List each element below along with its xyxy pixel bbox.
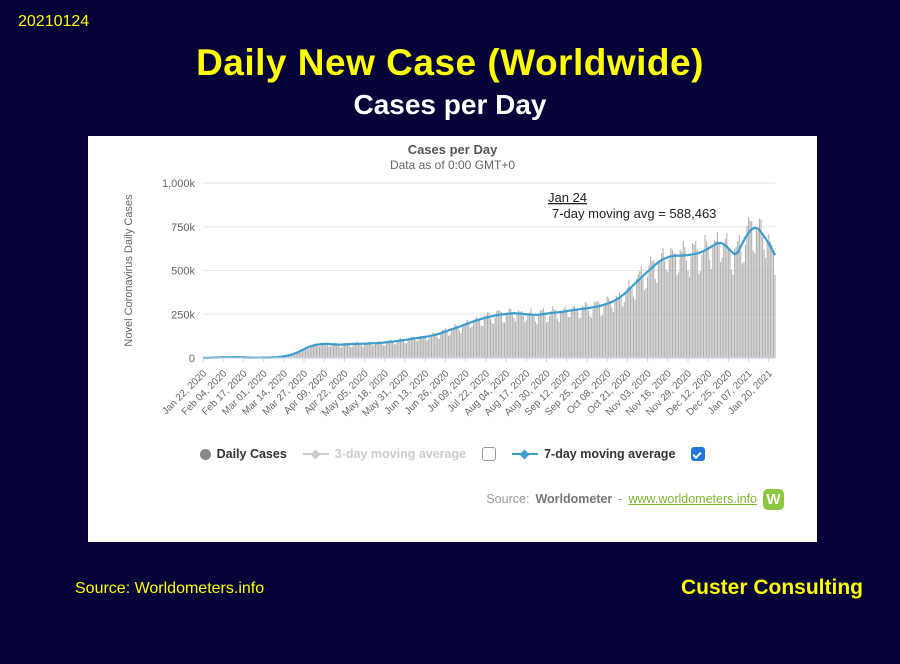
chart-title: Cases per Day: [407, 142, 498, 157]
svg-text:250k: 250k: [171, 309, 195, 321]
svg-text:500k: 500k: [171, 266, 195, 278]
footer-source: Source: Worldometers.info: [75, 580, 265, 597]
date-stamp: 20210124: [18, 13, 90, 30]
svg-text:Jan 24: Jan 24: [548, 190, 587, 205]
legend-item-7day-avg[interactable]: 7-day moving average: [512, 447, 675, 461]
checkbox-3day-avg[interactable]: [482, 447, 497, 461]
worldometer-logo-icon: W: [763, 488, 784, 510]
chart-legend: Daily Cases 3-day moving average 7-day m…: [88, 442, 817, 466]
7day-avg-line: [203, 226, 776, 359]
svg-text:0: 0: [189, 353, 195, 365]
source-prefix: Source:: [486, 492, 530, 506]
daily-cases-marker-icon: [199, 448, 211, 460]
legend-item-daily-cases[interactable]: Daily Cases: [199, 447, 287, 461]
legend-label-7day-avg: 7-day moving average: [544, 447, 676, 461]
7day-avg-marker-icon: [512, 448, 539, 460]
chart-annotation: Jan 247-day moving avg = 588,463: [548, 190, 716, 221]
footer-brand: Custer Consulting: [681, 576, 863, 599]
legend-item-3day-avg[interactable]: 3-day moving average: [302, 447, 467, 461]
daily-cases-bars: [211, 217, 776, 358]
svg-text:750k: 750k: [171, 222, 195, 234]
svg-text:7-day moving avg = 588,463: 7-day moving avg = 588,463: [552, 206, 716, 221]
legend-label-3day-avg: 3-day moving average: [334, 447, 467, 461]
source-link[interactable]: www.worldometers.info: [628, 492, 757, 506]
svg-text:1,000k: 1,000k: [162, 178, 196, 190]
3day-avg-marker-icon: [302, 448, 329, 460]
cases-per-day-chart[interactable]: 0 250k 500k 750k 1,000k Novel Coronavirus Dai…: [88, 172, 817, 430]
page-subtitle: Cases per Day: [353, 89, 547, 120]
chart-source-row: Source: Worldometer - www.worldometers.i…: [486, 488, 784, 510]
worldometer-chart-card: Cases per Day Data as of 0:00 GMT+0 0 250…: [88, 136, 817, 542]
source-separator: -: [618, 492, 623, 506]
source-name: Worldometer: [535, 492, 613, 506]
checkbox-7day-avg[interactable]: [691, 447, 706, 461]
chart-subtitle: Data as of 0:00 GMT+0: [389, 158, 516, 172]
page-title: Daily New Case (Worldwide): [196, 42, 704, 83]
y-axis-title: Novel Coronavirus Daily Cases: [123, 194, 135, 347]
legend-label-daily-cases: Daily Cases: [216, 447, 287, 461]
